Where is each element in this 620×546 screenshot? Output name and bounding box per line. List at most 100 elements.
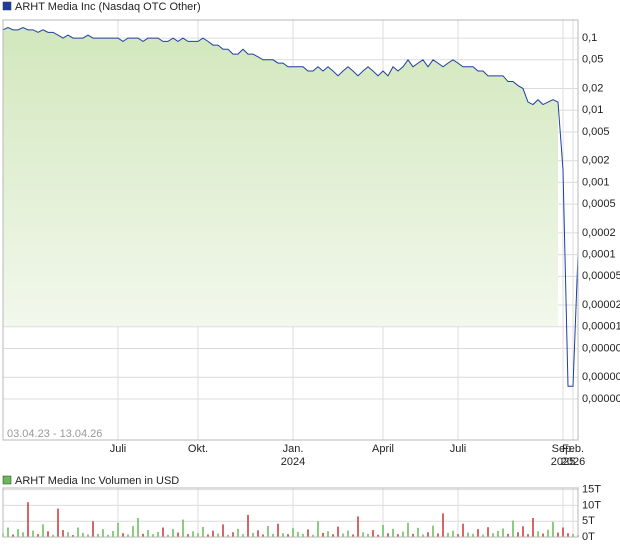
- price-line: [2, 26, 579, 387]
- x-tick-label: April: [372, 443, 394, 455]
- chart-title: ARHT Media Inc (Nasdaq OTC Other): [15, 1, 201, 13]
- volume-bar: [57, 508, 59, 537]
- volume-bar: [402, 531, 404, 537]
- volume-bar: [97, 533, 99, 537]
- volume-bar: [27, 502, 29, 537]
- volume-bar: [337, 526, 339, 537]
- volume-bar: [457, 534, 459, 537]
- volume-bar: [272, 533, 274, 537]
- volume-bar: [92, 521, 94, 537]
- volume-bar: [132, 525, 134, 537]
- volume-bar: [207, 534, 209, 537]
- x-tick-label: Feb.: [562, 443, 584, 455]
- volume-bar: [127, 534, 129, 537]
- volume-bar: [32, 530, 34, 537]
- volume-bar: [422, 534, 424, 537]
- volume-bar: [252, 532, 254, 537]
- volume-bar: [167, 534, 169, 537]
- volume-bar: [22, 532, 24, 537]
- volume-bar: [147, 530, 149, 537]
- volume-bar: [332, 534, 334, 537]
- volume-bar: [412, 533, 414, 537]
- volume-bar: [162, 527, 164, 537]
- volume-bar: [232, 532, 234, 537]
- volume-bar: [527, 534, 529, 537]
- volume-frame: [2, 487, 579, 538]
- volume-bar: [522, 526, 524, 537]
- volume-bar: [77, 527, 79, 537]
- volume-bar: [432, 525, 434, 537]
- volume-bar: [502, 528, 504, 537]
- volume-title: ARHT Media Inc Volumen in USD: [15, 475, 179, 487]
- volume-bar: [247, 514, 249, 537]
- y-tick-label: 0,05: [582, 54, 603, 66]
- volume-bar: [157, 531, 159, 537]
- volume-bar: [487, 527, 489, 537]
- volume-bar: [342, 533, 344, 537]
- volume-bar: [277, 523, 279, 537]
- volume-bar: [212, 530, 214, 537]
- volume-bar: [222, 524, 224, 537]
- volume-bar: [182, 519, 184, 537]
- volume-bar: [547, 529, 549, 537]
- volume-bar: [47, 531, 49, 537]
- range-label: 03.04.23 - 13.04.26: [7, 428, 102, 440]
- y-tick-label: 0,001: [582, 176, 610, 188]
- volume-bar: [87, 534, 89, 537]
- volume-bar: [7, 527, 9, 537]
- volume-bar: [552, 521, 554, 537]
- volume-bar: [397, 534, 399, 537]
- volume-bar: [122, 533, 124, 537]
- volume-bar: [82, 532, 84, 537]
- volume-bar: [417, 527, 419, 537]
- volume-plot: 15T 10T 5T 0T: [2, 483, 601, 543]
- volume-bar: [392, 528, 394, 537]
- volume-bar: [357, 516, 359, 537]
- x-tick-label: Sep.: [552, 443, 575, 455]
- volume-bar: [312, 534, 314, 537]
- volume-bar: [352, 534, 354, 537]
- y-tick-label: 0,0001: [582, 249, 616, 261]
- x-tick-label: Okt.: [188, 443, 208, 455]
- x-year-label: 2024: [281, 456, 305, 468]
- y-tick-label: 0,1: [582, 32, 597, 44]
- volume-bar: [327, 531, 329, 537]
- volume-bar: [282, 533, 284, 537]
- volume-bar: [62, 530, 64, 537]
- volume-bar: [567, 533, 569, 537]
- volume-bar: [42, 524, 44, 537]
- volume-bar: [557, 532, 559, 537]
- y-tick-label: 0,002: [582, 155, 610, 167]
- volume-bar: [442, 513, 444, 537]
- y-tick-label: 0,000005: [582, 342, 620, 354]
- volume-bar: [12, 534, 14, 537]
- volume-bar: [572, 534, 574, 537]
- y-tick-label: 10T: [582, 499, 601, 511]
- volume-bar: [17, 529, 19, 537]
- y-tick-label: 0,000001: [582, 393, 620, 405]
- x-year-label: 2026: [561, 456, 585, 468]
- volume-bar: [322, 532, 324, 537]
- volume-bar: [242, 534, 244, 537]
- volume-bar: [107, 534, 109, 537]
- volume-bar: [37, 534, 39, 537]
- volume-bar: [267, 525, 269, 537]
- y-tick-label: 0,00005: [582, 270, 620, 282]
- volume-bar: [467, 532, 469, 537]
- volume-bar: [447, 532, 449, 537]
- volume-bar: [372, 530, 374, 537]
- volume-bar: [387, 533, 389, 537]
- volume-bar: [142, 533, 144, 537]
- volume-bar: [407, 522, 409, 537]
- volume-bar: [137, 518, 139, 537]
- volume-bar: [347, 530, 349, 537]
- volume-bar: [482, 534, 484, 537]
- y-tick-label: 0,02: [582, 82, 603, 94]
- y-tick-label: 15T: [582, 483, 601, 495]
- volume-bar: [237, 528, 239, 537]
- volume-bar: [452, 530, 454, 537]
- y-tick-label: 0,01: [582, 104, 603, 116]
- volume-bar: [512, 520, 514, 537]
- volume-bar: [377, 534, 379, 537]
- volume-bar: [302, 533, 304, 537]
